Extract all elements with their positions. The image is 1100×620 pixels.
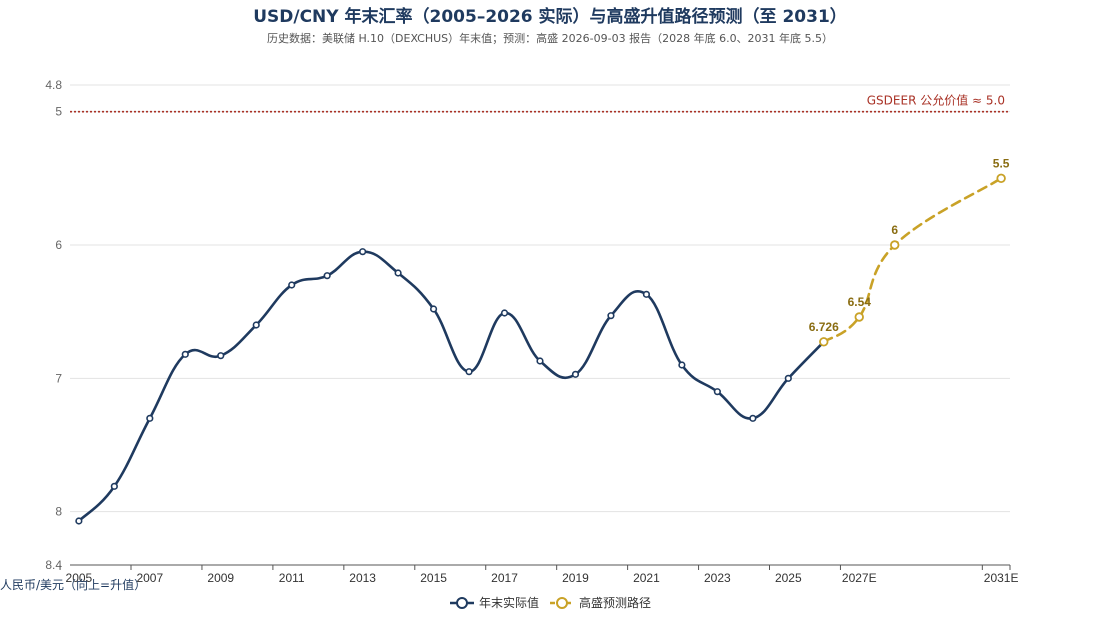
data-point [819, 337, 829, 347]
data-point [642, 290, 651, 298]
data-labels: 6.726 6.54 6 5.5 [809, 156, 1010, 333]
y-tick-label: 6 [55, 238, 62, 252]
data-point [429, 305, 438, 313]
data-point [854, 312, 864, 322]
data-point [607, 312, 615, 320]
data-point [288, 281, 296, 289]
reference-line-group: GSDEER 公允价值 ≈ 5.0 [70, 93, 1010, 113]
legend-label: 高盛预测路径 [579, 595, 651, 610]
data-point [323, 272, 331, 280]
data-point [996, 173, 1006, 184]
x-tick-label: 2021 [633, 571, 660, 585]
series-group [75, 173, 1006, 525]
x-tick-label: 2025 [775, 571, 802, 585]
data-point [252, 321, 260, 329]
data-point [75, 517, 83, 525]
data-point [784, 374, 792, 382]
data-label: 6.54 [848, 295, 872, 309]
data-point [500, 309, 509, 317]
data-point [571, 370, 580, 378]
legend-item-forecast[interactable]: 高盛预测路径 [550, 595, 651, 610]
data-label: 5.5 [993, 156, 1010, 170]
series-line-forecast [822, 177, 1003, 344]
axes: 4.8 5 6 7 8 8.4 2005 2007 2009 2011 2013 2015 2017 20… [0, 78, 1018, 592]
data-label: 6.726 [809, 320, 839, 334]
legend[interactable]: 年末实际值 高盛预测路径 [450, 595, 651, 610]
x-tick-label: 2023 [704, 571, 731, 585]
legend-swatch-marker [456, 597, 468, 609]
data-point [465, 368, 473, 376]
x-tick-label: 2015 [420, 571, 447, 585]
series-line-actual [77, 250, 826, 523]
y-tick-label: 8 [55, 505, 62, 519]
y-tick-label: 7 [55, 371, 62, 385]
legend-swatch-marker [556, 597, 568, 609]
data-point [110, 482, 118, 490]
data-point [749, 414, 757, 422]
data-point [678, 361, 686, 369]
x-tick-label: 2027E [842, 571, 877, 585]
data-point [890, 240, 900, 250]
data-point [217, 352, 225, 360]
y-tick-label: 8.4 [45, 558, 62, 572]
data-point [536, 357, 544, 365]
x-tick-label: 2013 [349, 571, 376, 585]
y-tick-label: 5 [55, 105, 62, 119]
x-tick-label: 2031E [984, 571, 1019, 585]
data-point [713, 388, 721, 396]
x-tick-label: 2009 [207, 571, 234, 585]
grid-lines [70, 84, 1010, 566]
legend-label: 年末实际值 [479, 595, 539, 610]
data-point [359, 248, 367, 256]
y-tick-label: 4.8 [45, 78, 62, 92]
legend-item-actual[interactable]: 年末实际值 [450, 595, 539, 610]
data-label: 6 [891, 223, 898, 237]
x-tick-label: 2007 [136, 571, 163, 585]
y-axis-label: 人民币/美元（向上=升值） [0, 577, 146, 592]
x-tick-label: 2005 [66, 571, 93, 585]
data-point [181, 350, 189, 358]
chart-subtitle: 历史数据：美联储 H.10（DEXCHUS）年末值；预测：高盛 2026-09-… [266, 32, 834, 45]
x-tick-label: 2011 [279, 571, 305, 585]
x-tick-label: 2017 [491, 571, 518, 585]
x-tick-label: 2019 [562, 571, 589, 585]
chart-title: USD/CNY 年末汇率（2005–2026 实际）与高盛升值路径预测（至 20… [253, 7, 847, 27]
data-point [146, 414, 154, 422]
data-point [394, 269, 402, 277]
reference-line-label: GSDEER 公允价值 ≈ 5.0 [867, 93, 1005, 108]
